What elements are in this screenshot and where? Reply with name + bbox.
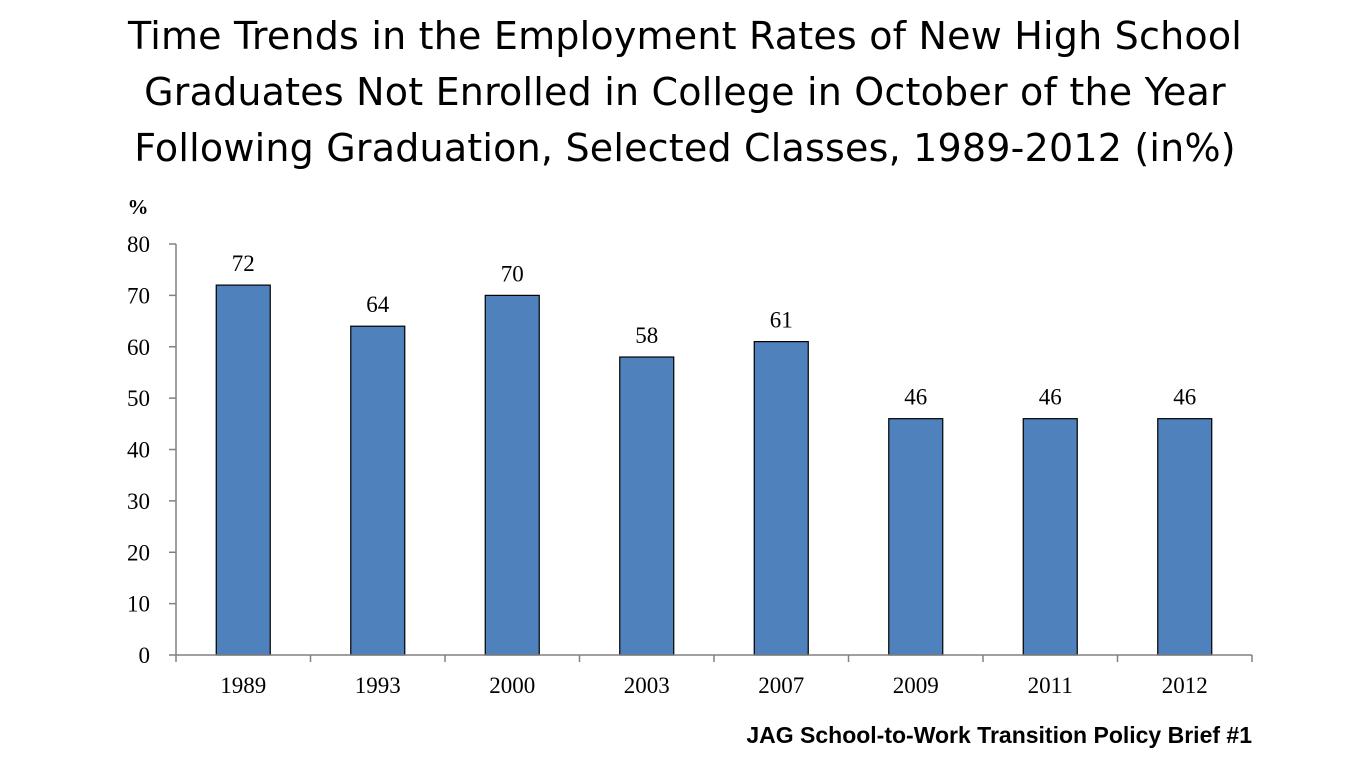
chart-title-line-2: Graduates Not Enrolled in College in Oct… <box>144 70 1226 114</box>
data-label-1989: 72 <box>232 251 255 276</box>
bar-2011 <box>1022 418 1078 656</box>
bars <box>215 284 1213 656</box>
x-tick-label-2000: 2000 <box>489 673 535 698</box>
source-note: JAG School-to-Work Transition Policy Bri… <box>746 722 1252 748</box>
y-tick-label: 20 <box>127 540 150 565</box>
data-label-2009: 46 <box>904 385 927 410</box>
bar-2012 <box>1157 418 1213 656</box>
x-tick-label-2003: 2003 <box>624 673 670 698</box>
bar-2000 <box>484 294 540 656</box>
x-axis-ticks: 1989 1993 2000 2003 2007 2009 2011 2012 <box>175 655 1253 698</box>
bar-2009 <box>888 418 944 656</box>
y-tick-label: 40 <box>127 438 150 463</box>
data-label-1993: 64 <box>366 292 390 317</box>
x-tick-label-2011: 2011 <box>1028 673 1073 698</box>
chart-title-line-1: Time Trends in the Employment Rates of N… <box>127 14 1243 58</box>
data-label-2000: 70 <box>501 261 524 286</box>
y-tick-label: 80 <box>127 232 150 257</box>
chart-title: Time Trends in the Employment Rates of N… <box>0 8 1370 176</box>
axes <box>175 244 1252 656</box>
y-tick-label: 50 <box>127 386 150 411</box>
bar-data-labels: 72 64 70 58 61 46 46 46 <box>232 251 1197 410</box>
data-label-2003: 58 <box>635 323 658 348</box>
x-tick-label-2009: 2009 <box>893 673 939 698</box>
x-tick-label-2007: 2007 <box>758 673 804 698</box>
bar-1993 <box>350 325 406 656</box>
y-axis-unit-label: % <box>128 195 149 219</box>
x-tick-label-2012: 2012 <box>1162 673 1208 698</box>
bar-1989 <box>215 284 271 656</box>
y-tick-label: 60 <box>127 335 150 360</box>
y-tick-label: 10 <box>127 592 150 617</box>
data-label-2012: 46 <box>1173 385 1196 410</box>
bar-2007 <box>753 341 809 656</box>
chart-title-line-3: Following Graduation, Selected Classes, … <box>134 126 1236 170</box>
data-label-2011: 46 <box>1039 385 1062 410</box>
x-tick-label-1993: 1993 <box>355 673 401 698</box>
y-axis-ticks: 0 10 20 30 40 50 60 70 80 <box>127 232 176 668</box>
y-tick-label: 70 <box>127 283 150 308</box>
y-tick-label: 0 <box>139 643 151 668</box>
y-tick-label: 30 <box>127 489 150 514</box>
bar-2003 <box>619 356 675 656</box>
x-tick-label-1989: 1989 <box>220 673 266 698</box>
data-label-2007: 61 <box>770 308 793 333</box>
